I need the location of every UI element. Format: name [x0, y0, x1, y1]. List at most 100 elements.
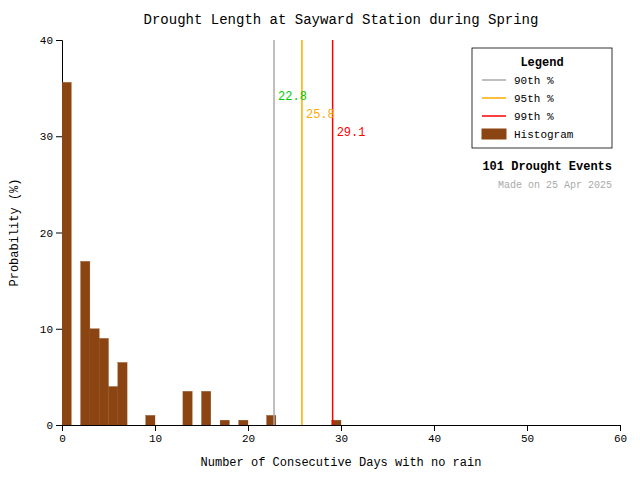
- y-tick-label: 0: [46, 420, 53, 432]
- legend: Legend90th %95th %99th %Histogram: [472, 48, 612, 148]
- histogram-bar: [155, 425, 164, 426]
- x-tick: 10: [149, 425, 162, 445]
- histogram-bar: [490, 425, 499, 426]
- histogram-bar: [62, 82, 71, 425]
- histogram-bar: [322, 425, 331, 426]
- y-tick-label: 40: [40, 35, 53, 47]
- chart-container: 010203040506001020304022.825.829.1Drough…: [0, 0, 640, 480]
- histogram-bar: [304, 425, 313, 426]
- x-tick: 30: [335, 425, 348, 445]
- histogram-bar: [397, 425, 406, 426]
- histogram-bar: [378, 425, 387, 426]
- x-tick-mark: [620, 425, 621, 431]
- y-tick: 0: [46, 420, 62, 432]
- histogram-bar: [146, 415, 155, 425]
- histogram-bar: [564, 425, 573, 426]
- y-tick-mark: [56, 329, 62, 330]
- x-tick: 50: [521, 425, 534, 445]
- histogram-bar: [81, 261, 90, 425]
- histogram-bar: [574, 425, 583, 426]
- x-tick-label: 30: [335, 433, 348, 445]
- histogram-bar: [239, 420, 248, 425]
- y-tick-mark: [56, 136, 62, 137]
- legend-item: 95th %: [482, 93, 554, 105]
- legend-item: Histogram: [482, 129, 574, 141]
- x-tick-mark: [248, 425, 249, 431]
- plot-area: [62, 40, 341, 425]
- histogram-bar: [462, 425, 471, 426]
- x-tick-label: 10: [149, 433, 162, 445]
- histogram-bar: [592, 425, 601, 426]
- percentile-label: 22.8: [278, 90, 307, 104]
- histogram-bar: [90, 329, 99, 425]
- histogram-bar: [471, 425, 480, 426]
- histogram-bar: [369, 425, 378, 426]
- histogram-bar: [192, 425, 201, 426]
- x-tick-label: 50: [521, 433, 534, 445]
- histogram-bar: [118, 362, 127, 425]
- legend-item: 99th %: [482, 111, 554, 123]
- histogram-bar: [415, 425, 424, 426]
- y-tick: 20: [40, 228, 62, 240]
- x-tick: 20: [242, 425, 255, 445]
- histogram-bar: [555, 425, 564, 426]
- histogram-bar: [229, 425, 238, 426]
- x-tick-label: 60: [614, 433, 627, 445]
- annotation: 101 Drought Events: [482, 160, 612, 174]
- histogram-bar: [611, 425, 620, 426]
- x-tick-mark: [527, 425, 528, 431]
- chart-title: Drought Length at Sayward Station during…: [144, 12, 539, 28]
- x-tick-label: 40: [428, 433, 441, 445]
- histogram-bar: [136, 425, 145, 426]
- histogram-bar: [127, 425, 136, 426]
- y-axis-line: [56, 41, 63, 426]
- y-tick-mark: [56, 233, 62, 234]
- histogram-bar: [99, 338, 108, 425]
- histogram-bar: [276, 425, 285, 426]
- x-tick: 0: [59, 425, 66, 445]
- histogram-bar: [248, 425, 257, 426]
- y-axis: 010203040: [40, 35, 63, 432]
- annotation: Made on 25 Apr 2025: [498, 180, 612, 191]
- x-axis: 0 10 20 30 40 50 60: [59, 425, 627, 445]
- histogram-bar: [109, 387, 118, 426]
- legend-label: 95th %: [514, 93, 554, 105]
- histogram-bar: [453, 425, 462, 426]
- x-tick-mark: [155, 425, 156, 431]
- histogram-bar: [583, 425, 592, 426]
- y-tick: 40: [40, 35, 62, 47]
- histogram-bar: [406, 425, 415, 426]
- histogram-bar: [481, 425, 490, 426]
- histogram-bar: [341, 425, 350, 426]
- histogram-bar: [425, 425, 434, 426]
- histogram-bar: [508, 425, 517, 426]
- histogram-bar: [527, 425, 536, 426]
- legend-label: Histogram: [514, 129, 574, 141]
- histogram-bar: [211, 425, 220, 426]
- y-tick-label: 20: [40, 228, 53, 240]
- histogram-bar: [546, 425, 555, 426]
- legend-label: 90th %: [514, 75, 554, 87]
- histogram-bar: [174, 425, 183, 426]
- percentile-line: [332, 40, 334, 425]
- y-tick-label: 10: [40, 324, 53, 336]
- histogram-bar: [183, 391, 192, 425]
- histogram-bar: [443, 425, 452, 426]
- chart-svg: 010203040506001020304022.825.829.1Drough…: [0, 0, 640, 480]
- x-tick-mark: [434, 425, 435, 431]
- histogram-bar: [202, 391, 211, 425]
- legend-swatch: [482, 129, 506, 139]
- histogram-bar: [285, 425, 294, 426]
- legend-swatch: [482, 115, 506, 117]
- legend-swatch: [482, 97, 506, 99]
- x-axis-line: [63, 426, 621, 432]
- y-tick: 10: [40, 324, 62, 336]
- x-tick-mark: [341, 425, 342, 431]
- histogram-bar: [71, 425, 80, 426]
- histogram-bar: [257, 425, 266, 426]
- legend-label: 99th %: [514, 111, 554, 123]
- x-tick-label: 0: [59, 433, 66, 445]
- histogram-bar: [601, 425, 610, 426]
- legend-swatch: [482, 79, 506, 81]
- histogram-bar: [164, 425, 173, 426]
